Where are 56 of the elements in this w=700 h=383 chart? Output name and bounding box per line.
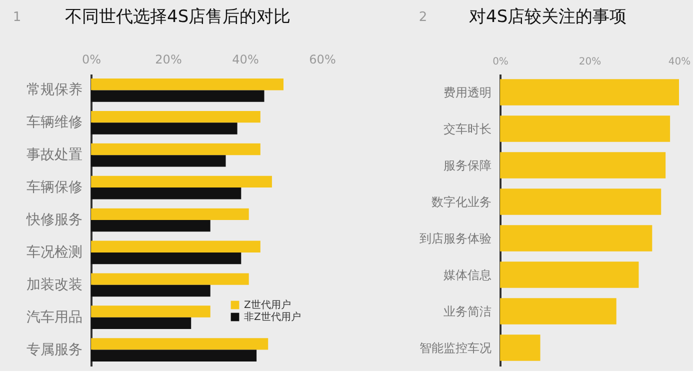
y-tick-label: 加装改装	[26, 276, 82, 293]
bar	[91, 252, 242, 264]
y-tick-label: 常规保养	[26, 82, 82, 98]
y-tick-label: 车辆保修	[26, 180, 82, 196]
bar	[91, 338, 268, 350]
bar	[91, 78, 284, 90]
bar	[500, 79, 679, 106]
y-tick-label: 快修服务	[26, 212, 82, 228]
y-tick-label: 专属服务	[26, 342, 82, 358]
bar	[91, 90, 264, 102]
chart-title: 对4S店较关注的事项	[469, 7, 627, 27]
bar	[91, 284, 210, 297]
bar	[500, 116, 670, 142]
bar	[500, 298, 616, 324]
y-tick-label: 交车时长	[444, 122, 492, 136]
bar	[91, 220, 210, 232]
bar	[91, 122, 238, 134]
bar	[91, 155, 226, 167]
y-tick-label: 费用透明	[444, 85, 492, 100]
bar	[91, 143, 260, 156]
x-tick-label: 0%	[82, 52, 102, 66]
bar	[500, 152, 666, 178]
y-tick-label: 媒体信息	[444, 268, 492, 282]
bar	[91, 306, 210, 318]
y-tick-label: 车辆维修	[26, 114, 82, 131]
text: 1	[12, 10, 22, 25]
legend-label: 非Z世代用户	[244, 311, 301, 323]
legend-label: Z世代用户	[244, 299, 291, 311]
y-tick-label: 车况检测	[26, 244, 82, 260]
x-tick-label: 40%	[232, 52, 259, 66]
y-tick-label: 服务保障	[444, 158, 492, 172]
x-tick-label: 20%	[155, 52, 182, 66]
bar	[91, 350, 257, 362]
y-tick-label: 到店服务体验	[420, 231, 492, 246]
bar	[91, 240, 260, 252]
x-tick-label: 20%	[578, 56, 602, 68]
x-tick-label: 60%	[309, 52, 336, 66]
bar	[500, 262, 639, 288]
y-tick-label: 数字化业务	[432, 194, 492, 209]
bar	[91, 317, 192, 330]
x-tick-label: 40%	[668, 56, 691, 68]
bar	[500, 188, 662, 215]
bar	[500, 225, 652, 252]
bar	[500, 334, 540, 361]
y-tick-label: 业务简洁	[444, 304, 492, 318]
y-tick-label: 智能监控车况	[420, 340, 492, 355]
y-tick-label: 汽车用品	[26, 309, 82, 326]
bar	[91, 110, 260, 123]
bar	[91, 176, 272, 188]
bar	[91, 188, 242, 200]
text: 2	[418, 10, 428, 25]
chart-title: 不同世代选择4S店售后的对比	[65, 7, 291, 27]
bar	[91, 273, 249, 285]
bar	[91, 208, 249, 220]
y-tick-label: 事故处置	[26, 147, 82, 164]
x-tick-label: 0%	[492, 56, 508, 68]
